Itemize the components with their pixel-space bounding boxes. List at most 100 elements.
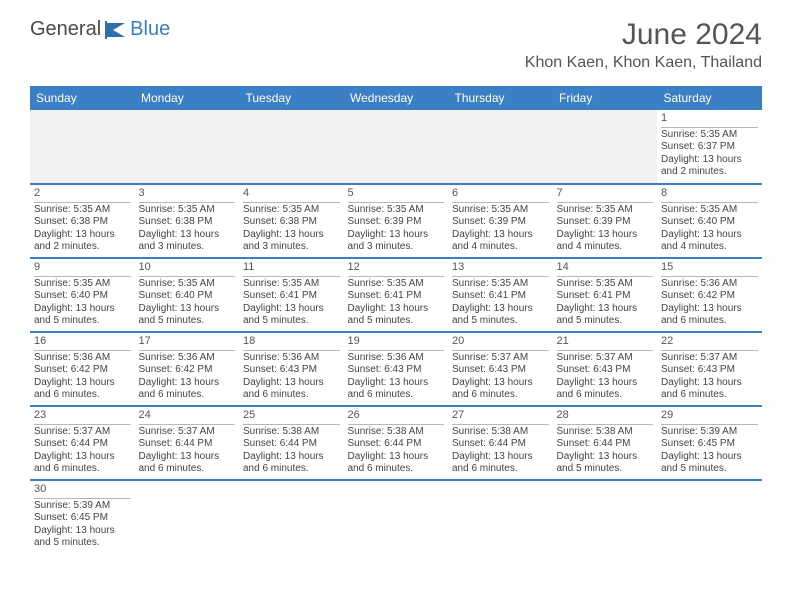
sunset-text: Sunset: 6:38 PM (243, 216, 340, 229)
day-number: 6 (452, 187, 549, 203)
calendar-week-row: 2 Sunrise: 5:35 AM Sunset: 6:38 PM Daylight… (30, 184, 762, 258)
day-number: 2 (34, 187, 131, 203)
sunset-text: Sunset: 6:40 PM (139, 290, 236, 303)
sunrise-text: Sunrise: 5:35 AM (557, 278, 654, 291)
sunset-text: Sunset: 6:43 PM (557, 364, 654, 377)
sunrise-text: Sunrise: 5:35 AM (452, 278, 549, 291)
calendar-day-cell: 13Sunrise: 5:35 AMSunset: 6:41 PMDayligh… (448, 258, 553, 332)
calendar-day-cell: 18Sunrise: 5:36 AMSunset: 6:43 PMDayligh… (239, 332, 344, 406)
daylight-text: Daylight: 13 hours and 5 minutes. (661, 451, 758, 476)
sunrise-text: Sunrise: 5:38 AM (452, 426, 549, 439)
sunrise-text: Sunrise: 5:38 AM (557, 426, 654, 439)
sunrise-text: Sunrise: 5:35 AM (139, 204, 236, 217)
daylight-text: Daylight: 13 hours and 5 minutes. (557, 303, 654, 328)
sunrise-text: Sunrise: 5:35 AM (34, 278, 131, 291)
sunset-text: Sunset: 6:42 PM (661, 290, 758, 303)
calendar-day-cell: 16Sunrise: 5:36 AMSunset: 6:42 PMDayligh… (30, 332, 135, 406)
sunset-text: Sunset: 6:39 PM (348, 216, 445, 229)
sunset-text: Sunset: 6:45 PM (661, 438, 758, 451)
daylight-text: Daylight: 13 hours and 5 minutes. (34, 303, 131, 328)
calendar-day-cell: 28Sunrise: 5:38 AMSunset: 6:44 PMDayligh… (553, 406, 658, 480)
calendar-day-cell: 12Sunrise: 5:35 AMSunset: 6:41 PMDayligh… (344, 258, 449, 332)
calendar-day-cell: 30Sunrise: 5:39 AMSunset: 6:45 PMDayligh… (30, 480, 135, 554)
calendar-week-row: 1Sunrise: 5:35 AMSunset: 6:37 PMDaylight… (30, 110, 762, 184)
sunset-text: Sunset: 6:39 PM (557, 216, 654, 229)
location: Khon Kaen, Khon Kaen, Thailand (525, 54, 762, 72)
day-number: 20 (452, 335, 549, 351)
sunset-text: Sunset: 6:44 PM (348, 438, 445, 451)
sunset-text: Sunset: 6:43 PM (452, 364, 549, 377)
sunrise-text: Sunrise: 5:39 AM (661, 426, 758, 439)
daylight-text: Daylight: 13 hours and 6 minutes. (243, 451, 340, 476)
calendar-week-row: 16Sunrise: 5:36 AMSunset: 6:42 PMDayligh… (30, 332, 762, 406)
calendar-table: SundayMondayTuesdayWednesdayThursdayFrid… (30, 86, 762, 554)
sunset-text: Sunset: 6:41 PM (348, 290, 445, 303)
title-block: June 2024 Khon Kaen, Khon Kaen, Thailand (525, 18, 762, 72)
daylight-text: Daylight: 13 hours and 3 minutes. (139, 229, 236, 254)
day-number: 30 (34, 483, 131, 499)
day-number: 15 (661, 261, 758, 277)
header: General Blue June 2024 Khon Kaen, Khon K… (0, 0, 792, 78)
calendar-empty-cell (448, 480, 553, 554)
sunset-text: Sunset: 6:43 PM (661, 364, 758, 377)
daylight-text: Daylight: 13 hours and 5 minutes. (557, 451, 654, 476)
sunrise-text: Sunrise: 5:35 AM (452, 204, 549, 217)
calendar-day-cell: 21Sunrise: 5:37 AMSunset: 6:43 PMDayligh… (553, 332, 658, 406)
calendar-day-cell: 7Sunrise: 5:35 AMSunset: 6:39 PMDaylight… (553, 184, 658, 258)
day-number: 7 (557, 187, 654, 203)
calendar-empty-cell (30, 110, 135, 184)
calendar-day-cell: 8Sunrise: 5:35 AMSunset: 6:40 PMDaylight… (657, 184, 762, 258)
day-number: 8 (661, 187, 758, 203)
sunset-text: Sunset: 6:44 PM (557, 438, 654, 451)
daylight-text: Daylight: 13 hours and 6 minutes. (661, 377, 758, 402)
daylight-text: Daylight: 13 hours and 6 minutes. (243, 377, 340, 402)
sunrise-text: Sunrise: 5:36 AM (34, 352, 131, 365)
sunset-text: Sunset: 6:39 PM (452, 216, 549, 229)
sunset-text: Sunset: 6:41 PM (452, 290, 549, 303)
day-number: 25 (243, 409, 340, 425)
daylight-text: Daylight: 13 hours and 5 minutes. (139, 303, 236, 328)
sunset-text: Sunset: 6:42 PM (139, 364, 236, 377)
day-number: 26 (348, 409, 445, 425)
sunrise-text: Sunrise: 5:37 AM (139, 426, 236, 439)
weekday-header: Sunday (30, 86, 135, 110)
day-number: 1 (661, 112, 758, 128)
sunset-text: Sunset: 6:44 PM (243, 438, 340, 451)
day-number: 13 (452, 261, 549, 277)
sunset-text: Sunset: 6:42 PM (34, 364, 131, 377)
weekday-header: Thursday (448, 86, 553, 110)
calendar-day-cell: 9Sunrise: 5:35 AMSunset: 6:40 PMDaylight… (30, 258, 135, 332)
weekday-header: Wednesday (344, 86, 449, 110)
logo: General Blue (30, 18, 170, 41)
sunrise-text: Sunrise: 5:35 AM (348, 278, 445, 291)
flag-icon (105, 21, 127, 39)
sunrise-text: Sunrise: 5:37 AM (557, 352, 654, 365)
daylight-text: Daylight: 13 hours and 6 minutes. (661, 303, 758, 328)
calendar-day-cell: 11Sunrise: 5:35 AMSunset: 6:41 PMDayligh… (239, 258, 344, 332)
calendar-empty-cell (135, 110, 240, 184)
calendar-empty-cell (344, 110, 449, 184)
sunset-text: Sunset: 6:40 PM (34, 290, 131, 303)
sunrise-text: Sunrise: 5:35 AM (557, 204, 654, 217)
daylight-text: Daylight: 13 hours and 6 minutes. (139, 377, 236, 402)
sunset-text: Sunset: 6:41 PM (557, 290, 654, 303)
day-number: 19 (348, 335, 445, 351)
day-number: 21 (557, 335, 654, 351)
daylight-text: Daylight: 13 hours and 5 minutes. (348, 303, 445, 328)
day-number: 22 (661, 335, 758, 351)
calendar-week-row: 9Sunrise: 5:35 AMSunset: 6:40 PMDaylight… (30, 258, 762, 332)
calendar-day-cell: 26Sunrise: 5:38 AMSunset: 6:44 PMDayligh… (344, 406, 449, 480)
sunrise-text: Sunrise: 5:35 AM (661, 204, 758, 217)
calendar-day-cell: 10Sunrise: 5:35 AMSunset: 6:40 PMDayligh… (135, 258, 240, 332)
calendar-empty-cell (239, 480, 344, 554)
sunset-text: Sunset: 6:38 PM (34, 216, 131, 229)
day-number: 23 (34, 409, 131, 425)
day-number: 3 (139, 187, 236, 203)
sunrise-text: Sunrise: 5:36 AM (139, 352, 236, 365)
sunrise-text: Sunrise: 5:38 AM (348, 426, 445, 439)
sunrise-text: Sunrise: 5:38 AM (243, 426, 340, 439)
calendar-header-row: SundayMondayTuesdayWednesdayThursdayFrid… (30, 86, 762, 110)
calendar-day-cell: 23Sunrise: 5:37 AMSunset: 6:44 PMDayligh… (30, 406, 135, 480)
logo-text-blue: Blue (130, 18, 170, 41)
weekday-header: Tuesday (239, 86, 344, 110)
